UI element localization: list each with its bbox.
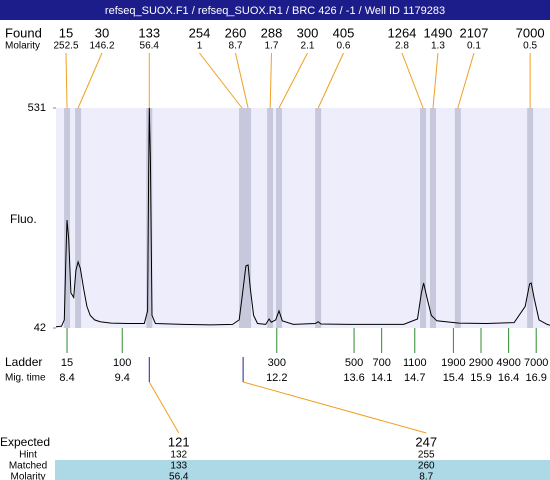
- ladder-mig-time: 14.1: [371, 372, 392, 384]
- ladder-size: 2900: [469, 357, 493, 369]
- peak-band: [429, 108, 436, 328]
- found-molarity: 1.7: [265, 41, 279, 52]
- found-connector: [317, 52, 344, 109]
- y-axis-label: Fluo.: [10, 212, 37, 226]
- found-molarity-label: Molarity: [5, 41, 40, 52]
- found-size: 2107: [459, 25, 488, 40]
- matched-value: 133: [170, 461, 187, 472]
- peak-band: [454, 108, 461, 328]
- found-molarity: 1.3: [431, 41, 445, 52]
- peak-band: [420, 108, 427, 328]
- found-connector: [199, 52, 243, 109]
- found-size: 260: [225, 25, 247, 40]
- y-tick-label: 531: [28, 102, 46, 114]
- found-connector: [401, 52, 424, 109]
- expected-connector: [148, 381, 180, 434]
- ladder-mig-time: 9.4: [115, 372, 130, 384]
- expected-molarity: 56.4: [169, 472, 189, 480]
- ladder-label: Ladder: [5, 355, 42, 369]
- found-size: 7000: [516, 25, 545, 40]
- found-connector: [234, 52, 249, 109]
- ladder-size: 1900: [441, 357, 465, 369]
- found-size: 15: [59, 25, 73, 40]
- ladder-mig-time: 15.4: [443, 372, 464, 384]
- found-molarity: 2.8: [395, 41, 409, 52]
- found-size: 300: [297, 25, 319, 40]
- found-connector: [269, 52, 272, 109]
- peak-band: [245, 108, 252, 328]
- ladder-size: 500: [345, 357, 363, 369]
- found-size: 288: [261, 25, 283, 40]
- ladder-size: 300: [268, 357, 286, 369]
- header-bar: [0, 0, 550, 20]
- found-connector: [457, 52, 475, 109]
- ladder-mig-time: 8.4: [59, 372, 74, 384]
- matched-row: [55, 460, 550, 471]
- found-molarity: 0.5: [523, 41, 537, 52]
- ladder-mig-time: 16.9: [525, 372, 546, 384]
- molarity-row: [55, 471, 550, 480]
- expected-label: Expected: [0, 435, 50, 449]
- peak-band: [315, 108, 322, 328]
- peak-band: [146, 108, 153, 328]
- found-label: Found: [5, 25, 42, 40]
- hint-label: Hint: [19, 450, 37, 461]
- found-size: 30: [95, 25, 109, 40]
- expected-size: 247: [415, 434, 437, 449]
- ladder-mig-time: 16.4: [498, 372, 519, 384]
- ladder-size: 100: [113, 357, 131, 369]
- peak-band: [75, 108, 82, 328]
- found-size: 1264: [387, 25, 416, 40]
- header-title: refseq_SUOX.F1 / refseq_SUOX.R1 / BRC 42…: [105, 5, 445, 17]
- peak-band: [267, 108, 274, 328]
- found-molarity: 0.6: [337, 41, 351, 52]
- matched-value: 260: [418, 461, 435, 472]
- ladder-size: 7000: [524, 357, 548, 369]
- found-connector: [432, 52, 439, 109]
- y-tick-label: 42: [34, 322, 46, 334]
- found-molarity: 8.7: [229, 41, 243, 52]
- expected-molarity: 8.7: [419, 472, 433, 480]
- found-size: 1490: [423, 25, 452, 40]
- found-size: 254: [189, 25, 211, 40]
- found-molarity: 1: [197, 41, 203, 52]
- mig-time-label: Mig. time: [5, 373, 46, 384]
- peak-band: [275, 108, 282, 328]
- ladder-size: 15: [61, 357, 73, 369]
- expected-molarity-label: Molarity: [10, 472, 45, 480]
- ladder-size: 700: [372, 357, 390, 369]
- found-connector: [65, 52, 68, 109]
- found-connector: [278, 52, 308, 109]
- ladder-mig-time: 14.7: [404, 372, 425, 384]
- found-molarity: 2.1: [301, 41, 315, 52]
- found-size: 133: [138, 25, 160, 40]
- matched-label: Matched: [9, 461, 47, 472]
- trace: [55, 107, 550, 328]
- ladder-mig-time: 15.9: [470, 372, 491, 384]
- ladder-size: 4900: [496, 357, 520, 369]
- peak-band: [239, 108, 246, 328]
- found-connector: [77, 52, 103, 109]
- found-molarity: 0.1: [467, 41, 481, 52]
- peak-band: [527, 108, 534, 328]
- peak-band: [64, 108, 71, 328]
- found-size: 405: [333, 25, 355, 40]
- ladder-mig-time: 13.6: [343, 372, 364, 384]
- found-molarity: 252.5: [53, 41, 78, 52]
- hint-value: 132: [170, 450, 187, 461]
- found-molarity: 146.2: [89, 41, 114, 52]
- expected-connector: [242, 381, 427, 434]
- expected-size: 121: [168, 434, 190, 449]
- hint-value: 255: [418, 450, 435, 461]
- found-molarity: 56.4: [140, 41, 160, 52]
- ladder-size: 1100: [403, 357, 427, 369]
- ladder-mig-time: 12.2: [266, 372, 287, 384]
- plot-area: [56, 108, 550, 328]
